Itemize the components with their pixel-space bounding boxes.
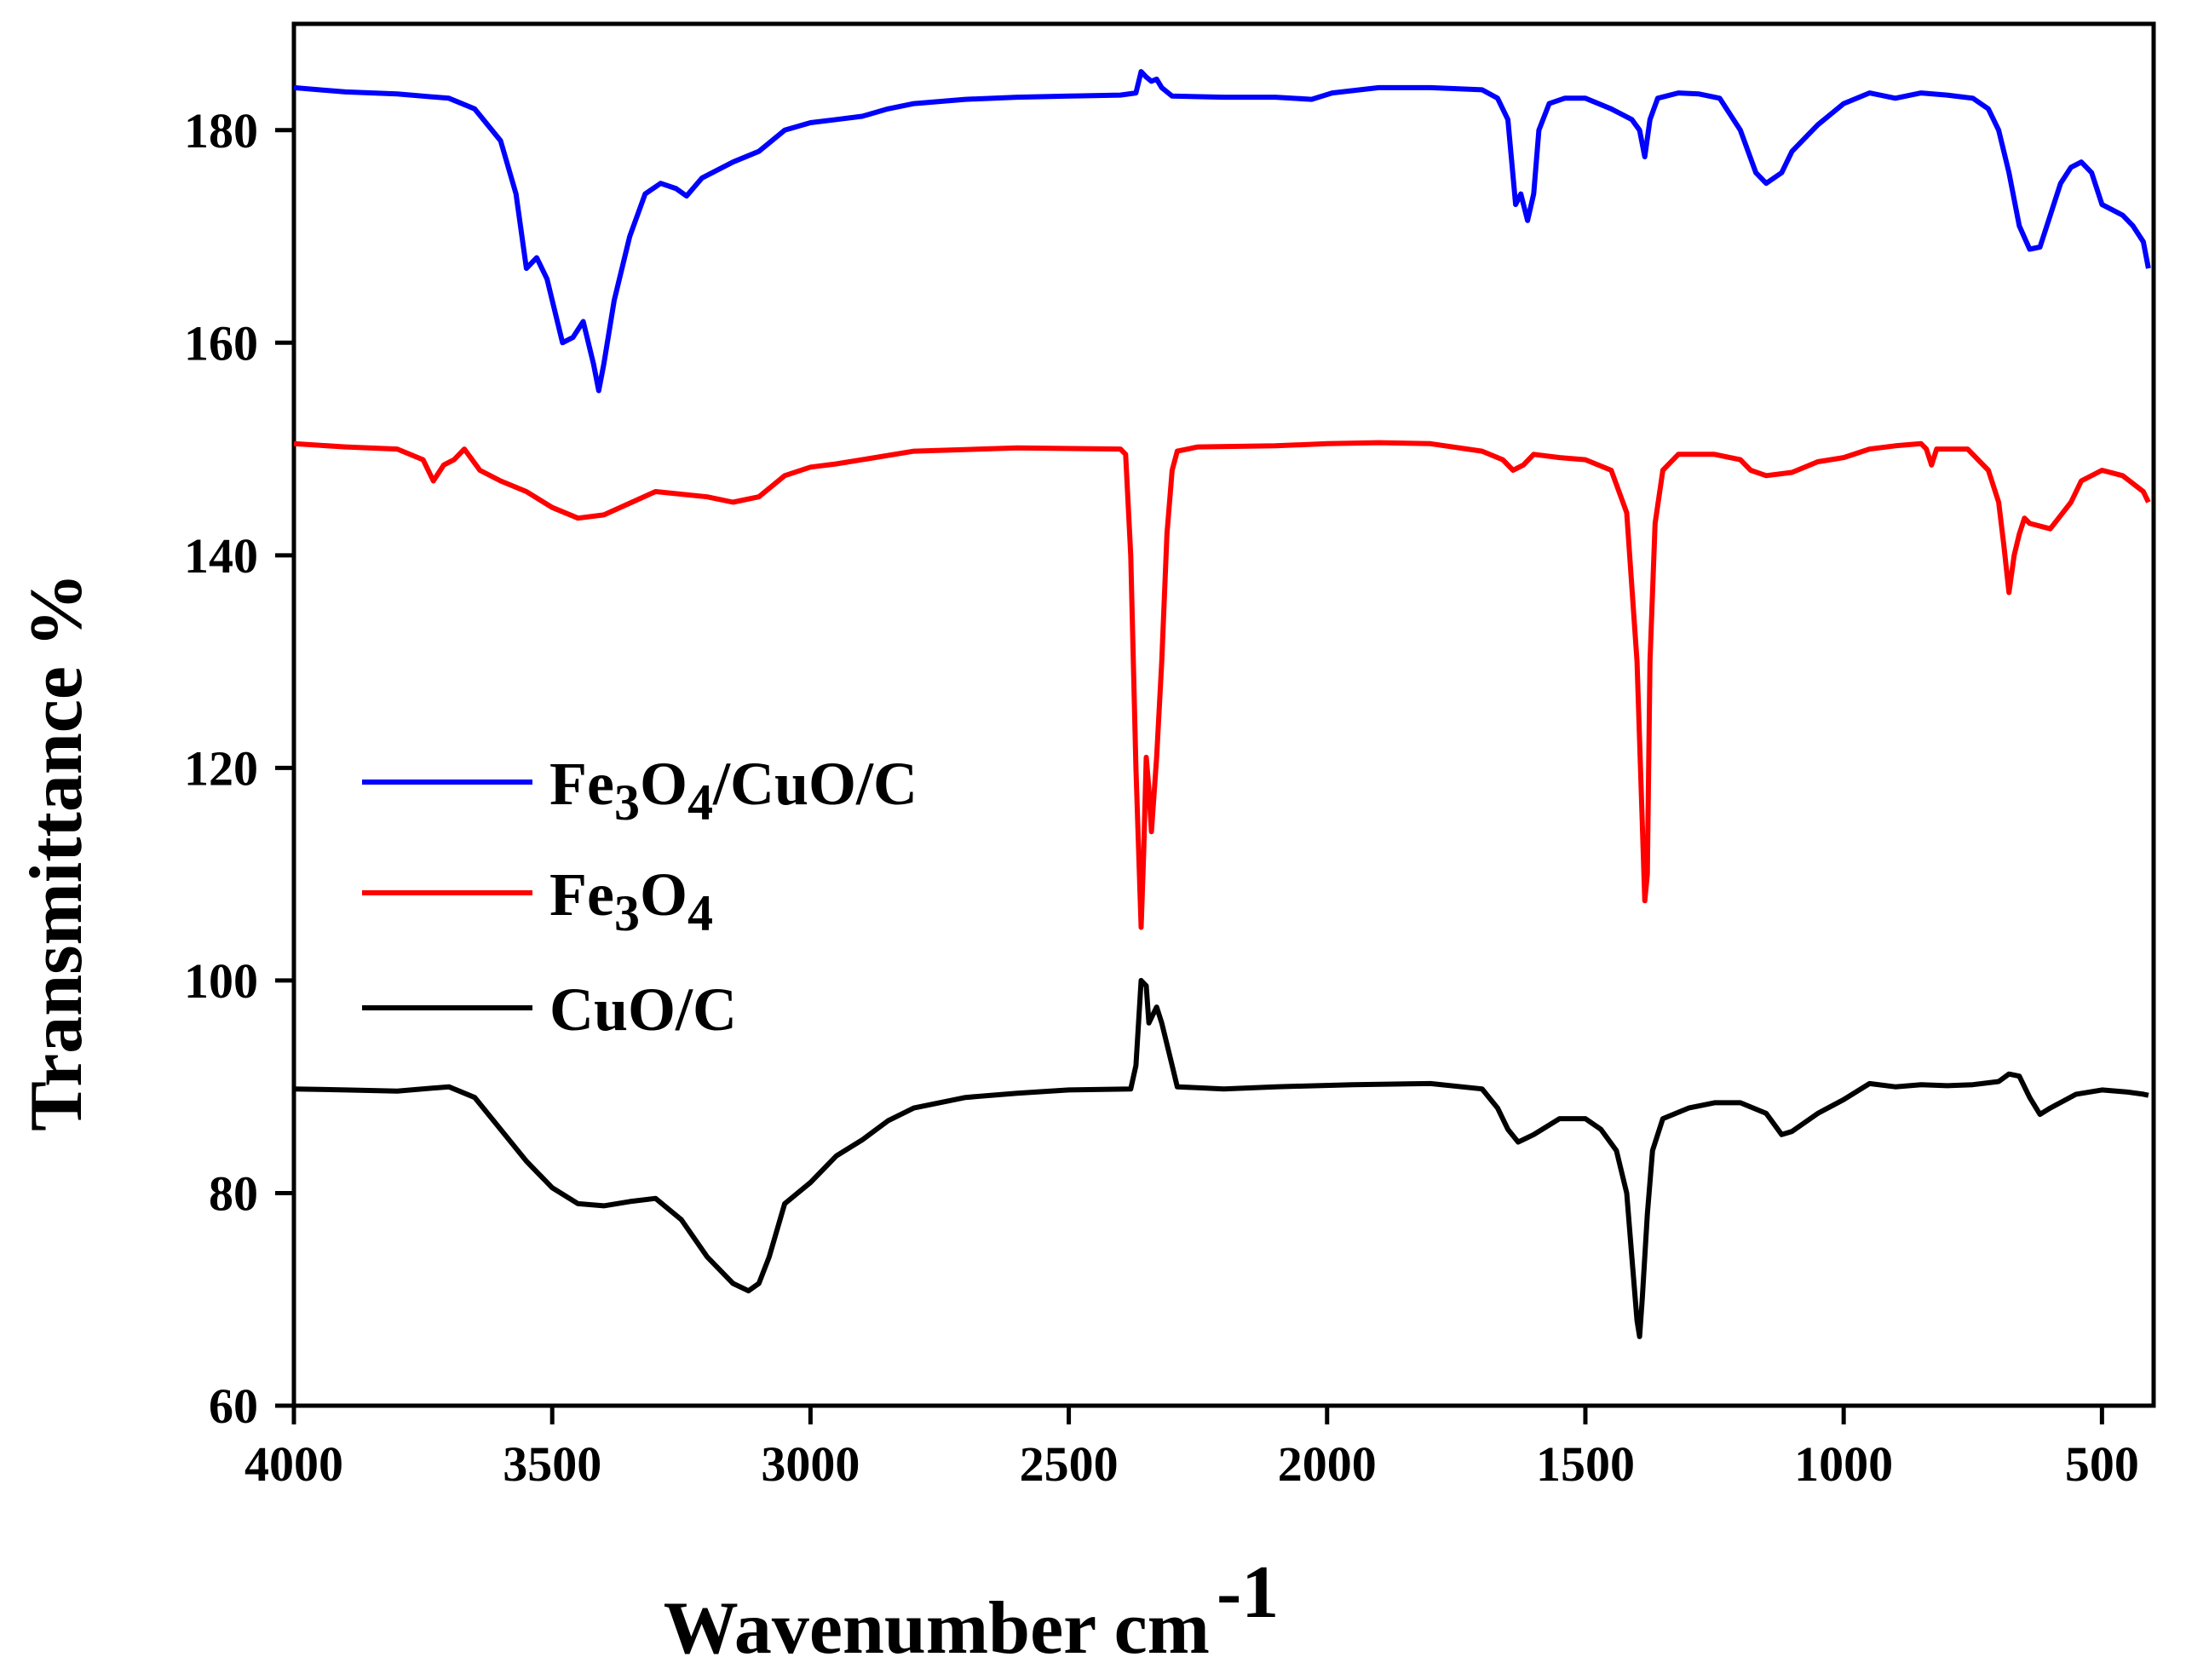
y-tick-label: 100 xyxy=(184,953,258,1009)
series-lines xyxy=(293,69,2151,1339)
plot-frame xyxy=(291,21,2156,1408)
x-tick-label: 3000 xyxy=(761,1436,860,1492)
x-tick-label: 2500 xyxy=(1020,1436,1119,1492)
series-line xyxy=(293,440,2151,930)
series-line xyxy=(293,69,2151,394)
y-tick-label: 140 xyxy=(184,528,258,584)
x-axis-ticks: 4000 3500 3000 2500 2000 1500 1000 500 xyxy=(244,1406,2139,1492)
x-tick-label: 3500 xyxy=(503,1436,601,1492)
legend-label: Fe3O4 xyxy=(549,860,713,941)
x-axis-title-superscript: -1 xyxy=(1217,1551,1279,1634)
plot-frame-rect xyxy=(291,21,2156,1408)
x-tick-label: 1000 xyxy=(1794,1436,1893,1492)
series-line xyxy=(293,977,2149,1339)
x-axis-title: Wavenumber cm xyxy=(664,1587,1210,1670)
y-tick-label: 120 xyxy=(184,740,258,796)
y-tick-label: 180 xyxy=(184,103,258,158)
legend-label: CuO/C xyxy=(549,975,737,1044)
y-tick-label: 160 xyxy=(184,315,258,371)
legend: Fe3O4/CuO/C Fe3O4 CuO/C xyxy=(362,750,918,1044)
x-tick-label: 4000 xyxy=(244,1436,343,1492)
y-tick-label: 60 xyxy=(209,1378,258,1434)
y-axis-ticks: 60 80 100 120 140 160 180 xyxy=(184,103,294,1434)
x-tick-label: 1500 xyxy=(1536,1436,1635,1492)
legend-label: Fe3O4/CuO/C xyxy=(549,750,918,831)
y-tick-label: 80 xyxy=(209,1165,258,1221)
x-tick-label: 2000 xyxy=(1278,1436,1377,1492)
y-axis-title: Transmittance % xyxy=(15,572,98,1131)
x-tick-label: 500 xyxy=(2065,1436,2139,1492)
